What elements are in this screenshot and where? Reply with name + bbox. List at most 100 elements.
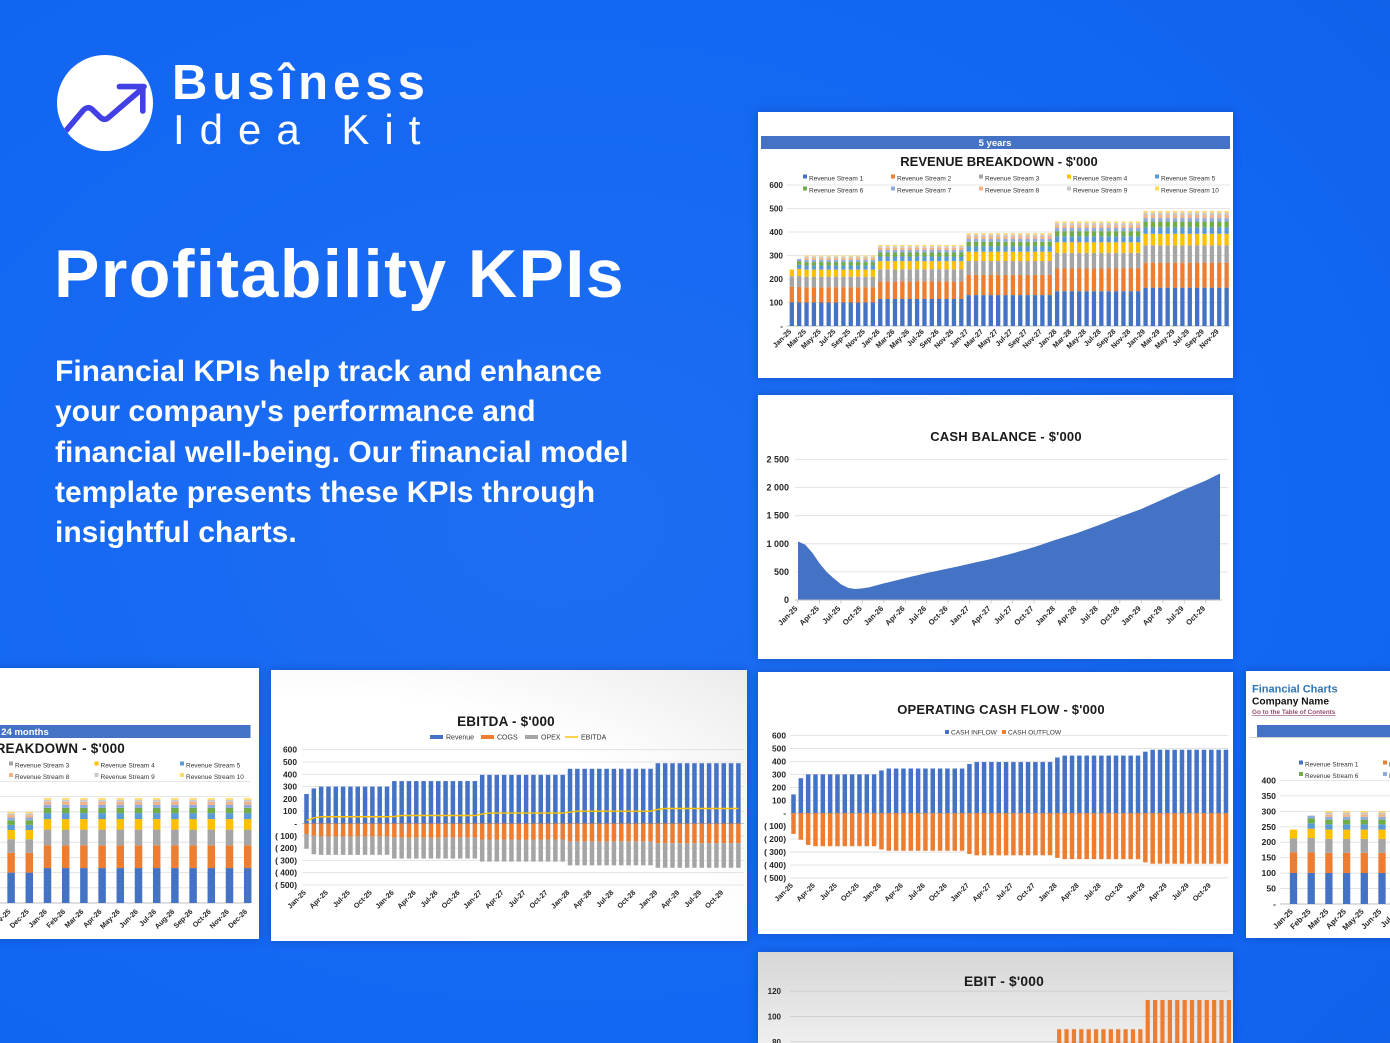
svg-text:500: 500 [769, 205, 783, 214]
svg-text:EBIT - $'000: EBIT - $'000 [964, 974, 1044, 989]
svg-text:( 200): ( 200) [275, 843, 297, 853]
svg-text:Sep-26: Sep-26 [171, 907, 194, 930]
svg-text:100: 100 [769, 299, 783, 308]
svg-text:Revenue Stream 4: Revenue Stream 4 [1073, 176, 1128, 183]
svg-text:600: 600 [772, 731, 786, 741]
svg-text:Oct-26: Oct-26 [927, 881, 949, 903]
svg-text:400: 400 [769, 228, 783, 237]
svg-text:400: 400 [283, 769, 297, 779]
svg-text:Jan-29: Jan-29 [1124, 881, 1146, 903]
svg-text:Jul-26: Jul-26 [906, 604, 928, 626]
svg-text:100: 100 [1262, 868, 1277, 878]
svg-text:400: 400 [772, 756, 786, 766]
svg-text:( 200): ( 200) [764, 834, 786, 844]
svg-text:Apr-28: Apr-28 [1058, 881, 1080, 903]
svg-text:Revenue Stream 9: Revenue Stream 9 [101, 774, 156, 781]
svg-text:Oct-25: Oct-25 [839, 881, 861, 903]
svg-text:1 500: 1 500 [766, 511, 789, 521]
svg-text:300: 300 [769, 252, 783, 261]
svg-text:Oct-25: Oct-25 [841, 604, 865, 628]
svg-text:200: 200 [1262, 837, 1277, 847]
svg-text:Jan-28: Jan-28 [1034, 604, 1057, 627]
svg-text:COGS: COGS [497, 735, 518, 742]
svg-text:( 500): ( 500) [764, 873, 786, 883]
svg-text:Jan-26: Jan-26 [862, 604, 885, 627]
svg-text:( 300): ( 300) [275, 855, 297, 865]
svg-text:( 400): ( 400) [275, 868, 297, 878]
svg-text:500: 500 [283, 757, 297, 767]
svg-text:OPERATING CASH FLOW - $'000: OPERATING CASH FLOW - $'000 [897, 702, 1105, 717]
svg-text:Jul-29: Jul-29 [1170, 881, 1191, 902]
svg-text:Revenue Stream 6: Revenue Stream 6 [1305, 773, 1359, 780]
svg-text:May-26: May-26 [98, 907, 122, 931]
svg-text:0: 0 [784, 595, 789, 605]
svg-text:Apr-26: Apr-26 [882, 881, 904, 903]
svg-text:Jan-26: Jan-26 [373, 888, 395, 910]
svg-text:150: 150 [1262, 853, 1277, 863]
svg-text:Oct-27: Oct-27 [1015, 881, 1037, 903]
svg-text:-: - [1273, 899, 1276, 909]
svg-text:Go to the Table of Contents: Go to the Table of Contents [1252, 709, 1336, 716]
svg-text:Revenue Stream 10: Revenue Stream 10 [1161, 188, 1219, 195]
svg-text:100: 100 [768, 1013, 782, 1022]
svg-text:Revenue Stream 6: Revenue Stream 6 [809, 188, 864, 195]
svg-text:Jan-28: Jan-28 [1036, 881, 1058, 903]
svg-text:24 months: 24 months [1, 727, 49, 738]
svg-text:Apr-26: Apr-26 [395, 888, 417, 910]
svg-text:Jan-29: Jan-29 [1119, 604, 1142, 627]
svg-text:Apr-27: Apr-27 [970, 881, 992, 903]
svg-text:EBITDA - $'000: EBITDA - $'000 [457, 714, 555, 729]
svg-text:Company Name: Company Name [1252, 697, 1329, 708]
svg-text:1 000: 1 000 [766, 539, 789, 549]
svg-text:Oct-29: Oct-29 [1184, 604, 1207, 627]
svg-text:-: - [783, 808, 786, 818]
svg-text:200: 200 [769, 275, 783, 284]
svg-text:500: 500 [772, 743, 786, 753]
svg-text:Aug-26: Aug-26 [153, 907, 177, 931]
svg-text:300: 300 [283, 782, 297, 792]
svg-text:200: 200 [772, 782, 786, 792]
svg-text:Revenue Stream 8: Revenue Stream 8 [15, 774, 70, 781]
svg-text:5 years: 5 years [979, 138, 1012, 149]
svg-text:Apr-27: Apr-27 [483, 888, 505, 910]
svg-text:300: 300 [1262, 806, 1277, 816]
svg-text:Jan-26: Jan-26 [26, 907, 48, 929]
svg-text:CASH INFLOW: CASH INFLOW [951, 730, 998, 737]
svg-text:Jun-25: Jun-25 [1359, 907, 1384, 932]
svg-text:CASH BALANCE - $'000: CASH BALANCE - $'000 [930, 429, 1082, 444]
svg-text:Apr-29: Apr-29 [659, 888, 681, 910]
svg-text:Jul-25: Jul-25 [331, 888, 352, 909]
svg-text:CASH OUTFLOW: CASH OUTFLOW [1008, 730, 1062, 737]
svg-text:-: - [294, 819, 297, 829]
svg-text:Jan-25: Jan-25 [772, 881, 794, 903]
svg-text:250: 250 [1262, 822, 1277, 832]
svg-text:Jan-29: Jan-29 [637, 888, 659, 910]
svg-text:50: 50 [1266, 884, 1276, 894]
svg-text:Jul-28: Jul-28 [594, 888, 615, 909]
svg-text:Revenue Stream 3: Revenue Stream 3 [15, 763, 70, 770]
svg-text:Dec-25: Dec-25 [8, 907, 31, 930]
svg-text:Jul-25: Jul-25 [1379, 907, 1390, 930]
svg-text:350: 350 [1262, 791, 1277, 801]
svg-text:Revenue Stream 5: Revenue Stream 5 [186, 763, 241, 770]
svg-text:120: 120 [768, 987, 782, 996]
svg-text:Revenue: Revenue [446, 735, 474, 742]
svg-text:Jul-26: Jul-26 [906, 881, 927, 902]
svg-text:Jul-26: Jul-26 [419, 888, 440, 909]
svg-text:REVENUE BREAKDOWN - $'000: REVENUE BREAKDOWN - $'000 [0, 741, 125, 756]
svg-text:Revenue Stream 1: Revenue Stream 1 [1305, 762, 1359, 769]
svg-text:Oct-27: Oct-27 [1012, 604, 1035, 627]
svg-text:OPEX: OPEX [541, 735, 561, 742]
svg-text:Apr-29: Apr-29 [1146, 881, 1168, 903]
svg-text:Oct-29: Oct-29 [1191, 881, 1213, 903]
svg-text:Dec-26: Dec-26 [226, 907, 249, 930]
svg-text:Oct-26: Oct-26 [439, 888, 461, 910]
svg-text:( 500): ( 500) [275, 880, 297, 890]
svg-text:Mar-26: Mar-26 [63, 907, 86, 930]
svg-text:2 500: 2 500 [766, 455, 789, 465]
svg-text:Jan-27: Jan-27 [948, 881, 970, 903]
svg-text:Apr-25: Apr-25 [794, 881, 816, 903]
svg-text:200: 200 [283, 794, 297, 804]
svg-text:Jul-28: Jul-28 [1082, 881, 1103, 902]
svg-text:Oct-26: Oct-26 [927, 604, 950, 627]
